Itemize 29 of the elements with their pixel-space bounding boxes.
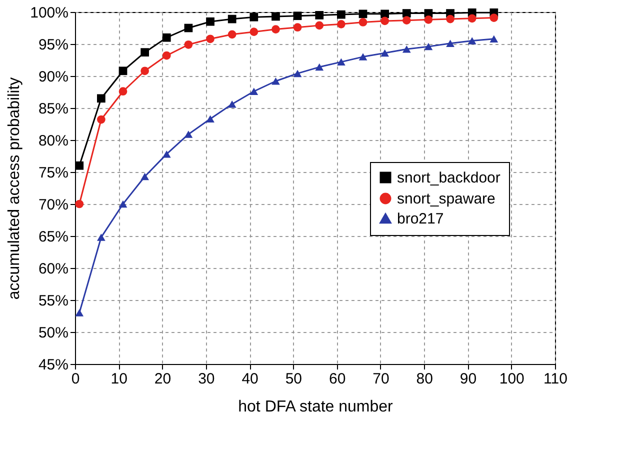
x-tick-label: 60	[328, 370, 346, 388]
x-tick-label: 100	[499, 370, 524, 388]
x-tick-label: 30	[198, 370, 215, 388]
x-axis-title: hot DFA state number	[238, 398, 394, 416]
y-tick-label: 65%	[38, 228, 68, 246]
y-tick-label: 80%	[38, 132, 68, 150]
x-tick-label: 90	[460, 370, 477, 388]
x-tick-label: 40	[242, 370, 258, 388]
y-tick-label: 60%	[38, 260, 68, 278]
y-tick-label: 95%	[38, 36, 68, 54]
y-tick-label: 55%	[38, 292, 68, 310]
x-tick-label: 20	[154, 370, 172, 388]
y-tick-label: 75%	[38, 164, 68, 182]
legend-label: snort_backdoor	[397, 170, 500, 186]
y-tick-label: 45%	[38, 356, 68, 374]
y-tick-label: 85%	[38, 100, 68, 118]
x-tick-label: 70	[372, 370, 390, 388]
legend-label: snort_spaware	[397, 190, 496, 208]
y-tick-label: 50%	[38, 324, 68, 342]
y-axis-title: accumulated access probability	[6, 77, 24, 300]
y-tick-label: 90%	[38, 68, 68, 86]
x-tick-label: 80	[416, 370, 433, 388]
y-tick-label: 70%	[38, 196, 68, 214]
x-tick-label: 110	[544, 370, 568, 388]
legend-label: bro217	[397, 210, 444, 228]
y-tick-label: 100%	[30, 4, 68, 22]
x-tick-label: 50	[285, 370, 302, 388]
x-tick-label: 10	[110, 370, 128, 388]
x-tick-label: 0	[71, 370, 80, 388]
